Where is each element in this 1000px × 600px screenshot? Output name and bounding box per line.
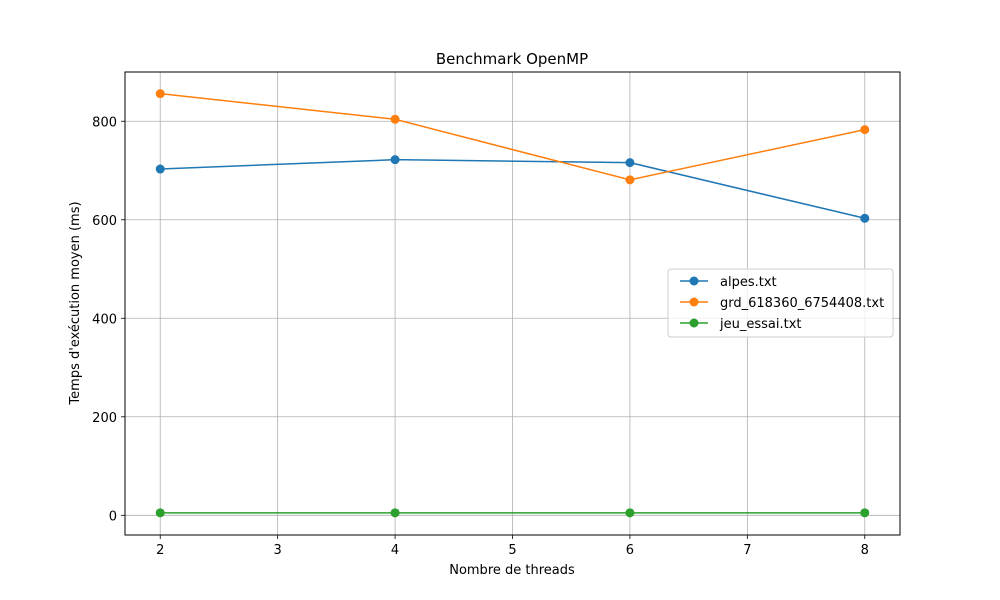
x-tick-label: 4 bbox=[391, 543, 399, 558]
data-point bbox=[860, 213, 870, 223]
series-2 bbox=[155, 508, 870, 518]
y-tick-label: 400 bbox=[92, 312, 117, 327]
y-tick-label: 0 bbox=[109, 509, 117, 524]
legend-item: jeu_essai.txt bbox=[680, 317, 802, 332]
y-tick-label: 800 bbox=[92, 115, 117, 130]
series-line bbox=[160, 92, 865, 181]
y-tick-label: 200 bbox=[92, 411, 117, 426]
legend-marker bbox=[689, 276, 699, 286]
series-group bbox=[155, 89, 870, 518]
data-point bbox=[625, 508, 635, 518]
legend-marker bbox=[689, 297, 699, 307]
x-tick-label: 8 bbox=[861, 543, 869, 558]
x-tick-label: 5 bbox=[508, 543, 516, 558]
series-1 bbox=[155, 89, 870, 185]
x-tick-label: 3 bbox=[274, 543, 282, 558]
legend-label: jeu_essai.txt bbox=[719, 317, 802, 332]
data-point bbox=[625, 175, 635, 185]
data-point bbox=[860, 508, 870, 518]
y-tick-label: 600 bbox=[92, 214, 117, 229]
legend: alpes.txt grd_618360_6754408.txt jeu_essai… bbox=[667, 268, 894, 338]
x-tick-label: 2 bbox=[156, 543, 164, 558]
legend-box bbox=[667, 268, 894, 338]
data-point bbox=[625, 158, 635, 168]
legend-item: alpes.txt bbox=[680, 275, 777, 290]
legend-item: grd_618360_6754408.txt bbox=[680, 296, 884, 311]
y-axis-label: Temps d'exécution moyen (ms) bbox=[68, 201, 83, 405]
series-line bbox=[160, 158, 865, 220]
data-point bbox=[155, 89, 165, 99]
axis-ticks: 2 3 4 5 6 7 8 0 200 400 600 800 bbox=[92, 115, 869, 558]
series-0 bbox=[155, 155, 870, 223]
data-point bbox=[390, 114, 400, 124]
legend-label: grd_618360_6754408.txt bbox=[720, 296, 884, 311]
data-point bbox=[390, 508, 400, 518]
legend-marker bbox=[689, 318, 699, 328]
legend-label: alpes.txt bbox=[720, 275, 777, 290]
data-point bbox=[390, 155, 400, 165]
data-point bbox=[155, 508, 165, 518]
x-tick-label: 7 bbox=[743, 543, 751, 558]
data-point bbox=[155, 164, 165, 174]
x-axis-label: Nombre de threads bbox=[449, 563, 575, 578]
chart-title: Benchmark OpenMP bbox=[436, 50, 588, 68]
data-point bbox=[860, 125, 870, 135]
x-tick-label: 6 bbox=[626, 543, 634, 558]
